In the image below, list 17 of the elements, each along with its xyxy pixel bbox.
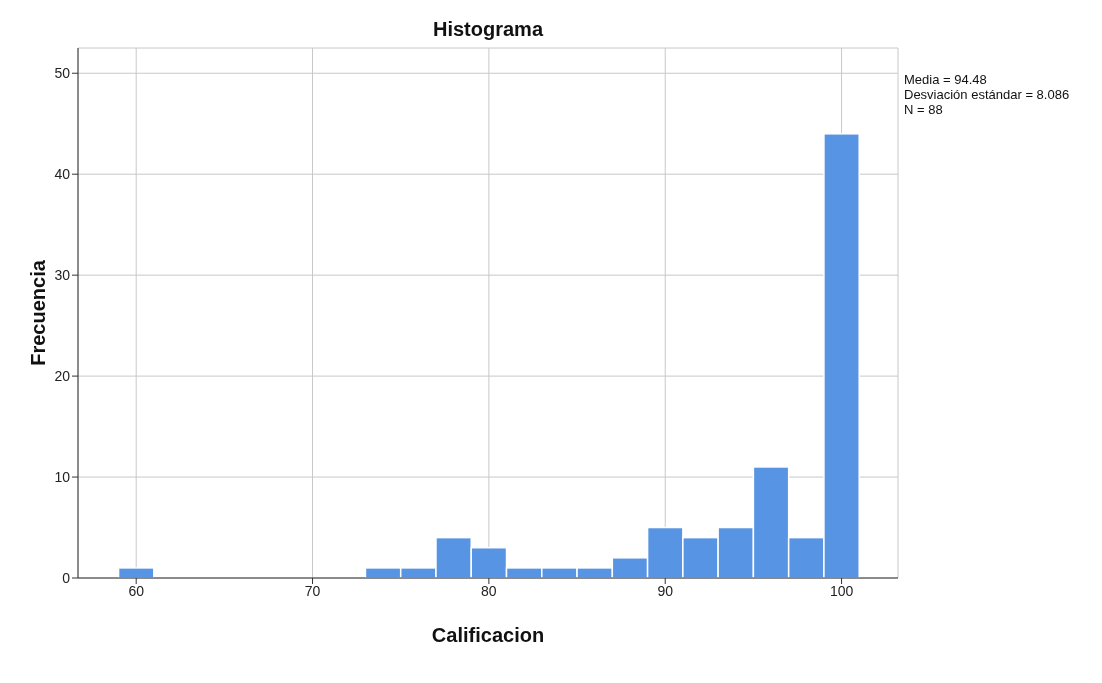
y-tick-label: 40	[54, 166, 71, 183]
y-tick-label: 30	[54, 267, 71, 284]
y-tick-label: 10	[54, 469, 71, 486]
x-tick-label: 60	[128, 582, 145, 599]
y-axis-title: Frecuencia	[27, 259, 50, 366]
text: Media = 94.48	[904, 72, 988, 87]
text: Desviación estándar = 8.086	[904, 87, 1070, 102]
x-tick-label: 70	[304, 582, 321, 599]
text: N = 88	[904, 102, 944, 117]
chart-title: Histograma	[432, 18, 544, 40]
x-axis-title: Calificacion	[431, 624, 545, 647]
x-tick-label: 100	[829, 582, 854, 599]
y-tick-label: 20	[54, 368, 71, 385]
x-tick-label: 90	[657, 582, 674, 599]
x-tick-label: 80	[481, 582, 497, 599]
y-tick-label: 50	[54, 65, 71, 82]
y-tick-label: 0	[62, 569, 71, 586]
